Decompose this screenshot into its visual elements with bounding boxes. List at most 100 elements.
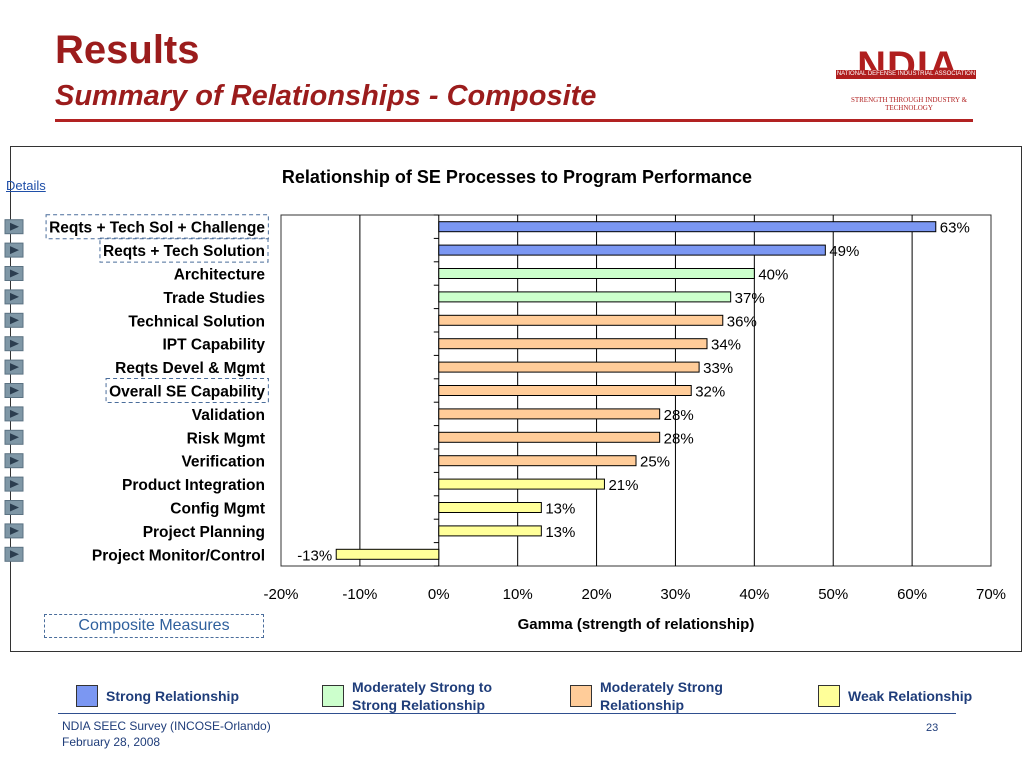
category-highlight-box	[45, 214, 269, 240]
arrow-icon	[10, 433, 19, 442]
bar	[438, 314, 724, 326]
legend-swatch-moderately-strong	[570, 685, 592, 707]
arrow-icon	[10, 550, 19, 559]
arrow-icon	[10, 222, 19, 231]
arrow-icon	[10, 339, 19, 348]
data-label: 33%	[703, 360, 733, 377]
bar-chart: Relationship of SE Processes to Program …	[4, 167, 1006, 633]
bar	[438, 244, 826, 256]
category-label: Product Integration	[122, 477, 265, 494]
logo-letters: NDIA	[857, 44, 959, 88]
category-label: Architecture	[174, 267, 266, 284]
category-label: Reqts Devel & Mgmt	[115, 360, 265, 377]
bar	[438, 525, 542, 537]
slide-subtitle: Summary of Relationships - Composite	[55, 80, 597, 112]
legend-swatch-strong	[76, 685, 98, 707]
category-highlight-box	[99, 237, 269, 263]
data-label: -13%	[297, 547, 332, 564]
category-label: Reqts + Tech Solution	[103, 243, 265, 260]
arrow-icon	[10, 246, 19, 255]
data-label: 28%	[664, 430, 694, 447]
data-label: 63%	[940, 220, 970, 237]
bar	[438, 455, 637, 467]
bar	[438, 361, 700, 373]
bar	[438, 291, 732, 303]
bar	[438, 502, 542, 513]
bar	[438, 478, 605, 490]
page-number: 23	[926, 722, 939, 734]
data-label: 36%	[727, 313, 757, 330]
category-label: Verification	[181, 454, 265, 471]
data-label: 21%	[608, 477, 638, 494]
category-label: Trade Studies	[163, 290, 265, 307]
data-label: 13%	[545, 524, 575, 541]
footer-event: NDIA SEEC Survey (INCOSE-Orlando)	[62, 719, 271, 733]
legend-item-moderately-strong-to-strong: Moderately Strong to Strong Relationship	[322, 678, 537, 714]
logo-tagline: STRENGTH THROUGH INDUSTRY & TECHNOLOGY	[850, 96, 968, 112]
arrow-icon	[10, 269, 19, 278]
bar	[438, 431, 661, 443]
arrow-icon	[10, 292, 19, 301]
data-label: 34%	[711, 337, 741, 354]
category-label: Technical Solution	[128, 313, 265, 330]
details-link[interactable]: Details	[6, 178, 46, 193]
footer-date: February 28, 2008	[62, 735, 161, 749]
category-label: Validation	[192, 407, 265, 424]
category-label: Project Planning	[143, 524, 265, 541]
bar	[438, 408, 661, 420]
legend-swatch-moderately-strong-to-strong	[322, 685, 344, 707]
title-divider	[55, 119, 973, 122]
legend-label-strong: Strong Relationship	[106, 688, 239, 704]
chart-frame	[10, 146, 1022, 652]
x-tick-label: 70%	[976, 586, 1006, 603]
legend-item-weak: Weak Relationship	[818, 678, 998, 714]
arrow-icon	[10, 386, 19, 395]
legend-label-moderately-strong-to-strong: Moderately Strong to Strong Relationship	[352, 679, 493, 713]
x-tick-label: 30%	[660, 586, 690, 603]
category-highlight-box	[105, 378, 269, 403]
arrow-icon	[10, 363, 19, 372]
data-label: 49%	[829, 243, 859, 260]
data-label: 28%	[664, 407, 694, 424]
legend-swatch-weak	[818, 685, 840, 707]
logo-band-text: NATIONAL DEFENSE INDUSTRIAL ASSOCIATION	[836, 70, 976, 79]
bar	[438, 385, 692, 396]
bar	[438, 338, 708, 350]
x-tick-label: 20%	[582, 586, 612, 603]
x-tick-label: 50%	[818, 586, 848, 603]
data-label: 25%	[640, 454, 670, 471]
composite-measures-label: Composite Measures	[44, 614, 264, 638]
arrow-icon	[10, 316, 19, 325]
bar	[438, 221, 937, 233]
category-label: Reqts + Tech Sol + Challenge	[49, 220, 265, 237]
x-tick-label: 60%	[897, 586, 927, 603]
arrow-icon	[10, 409, 19, 418]
arrow-icon	[10, 456, 19, 465]
bar	[335, 548, 440, 560]
slide-title: Results	[55, 28, 200, 72]
footer-divider	[58, 713, 956, 714]
ndia-logo: NDIA NATIONAL DEFENSE INDUSTRIAL ASSOCIA…	[834, 44, 984, 112]
bar	[438, 268, 755, 279]
legend-item-moderately-strong: Moderately Strong Relationship	[570, 678, 745, 714]
legend-label-weak: Weak Relationship	[848, 688, 973, 704]
legend-item-strong: Strong Relationship	[76, 678, 286, 714]
x-tick-label: 0%	[428, 586, 450, 603]
arrow-icon	[10, 526, 19, 535]
data-label: 37%	[735, 290, 765, 307]
x-tick-label: -10%	[342, 586, 377, 603]
x-tick-label: -20%	[263, 586, 298, 603]
data-label: 13%	[545, 501, 575, 518]
chart-title: Relationship of SE Processes to Program …	[282, 167, 752, 187]
category-label: IPT Capability	[163, 337, 266, 354]
data-label: 40%	[758, 267, 788, 284]
data-label: 32%	[695, 384, 725, 401]
arrow-icon	[10, 503, 19, 512]
footer-info: NDIA SEEC Survey (INCOSE-Orlando) Februa…	[62, 718, 271, 750]
arrow-icon	[10, 480, 19, 489]
x-axis-label: Gamma (strength of relationship)	[518, 616, 755, 633]
category-label: Project Monitor/Control	[92, 547, 265, 564]
category-label: Config Mgmt	[170, 501, 265, 518]
x-tick-label: 10%	[503, 586, 533, 603]
legend-label-moderately-strong: Moderately Strong Relationship	[600, 679, 723, 713]
